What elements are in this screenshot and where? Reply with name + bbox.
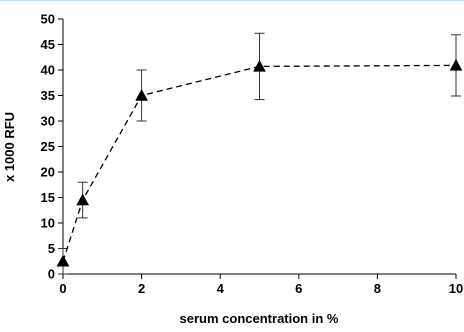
y-tick-label: 5	[48, 241, 55, 256]
y-tick-label: 25	[41, 139, 55, 154]
axes	[58, 18, 457, 279]
y-tick-label: 50	[41, 12, 55, 27]
data-point-marker	[76, 193, 90, 206]
markers	[56, 58, 463, 267]
x-tick-label: 4	[217, 281, 225, 296]
y-tick-label: 35	[41, 88, 55, 103]
x-tick-label: 6	[295, 281, 302, 296]
y-tick-label: 30	[41, 114, 55, 129]
x-tick-label: 2	[138, 281, 145, 296]
x-axis-label: serum concentration in %	[180, 311, 339, 326]
y-tick-label: 45	[41, 37, 55, 52]
tick-labels: 0 5 10 15 20 25 30 35 40 45 50 0 2 4 6 8 10	[41, 12, 464, 297]
y-tick-label: 0	[48, 267, 55, 282]
data-point-marker	[449, 58, 463, 71]
data-point-marker	[135, 88, 149, 101]
y-tick-label: 15	[41, 190, 55, 205]
top-rule	[0, 0, 464, 1]
y-tick-label: 40	[41, 63, 55, 78]
data-point-marker	[56, 254, 70, 267]
y-axis-label: x 1000 RFU	[2, 112, 17, 182]
y-tick-label: 10	[41, 216, 55, 231]
x-tick-label: 8	[374, 281, 381, 296]
data-point-marker	[253, 59, 266, 72]
x-tick-label: 10	[449, 281, 463, 296]
y-tick-label: 20	[41, 165, 55, 180]
x-tick-label: 0	[59, 281, 66, 296]
